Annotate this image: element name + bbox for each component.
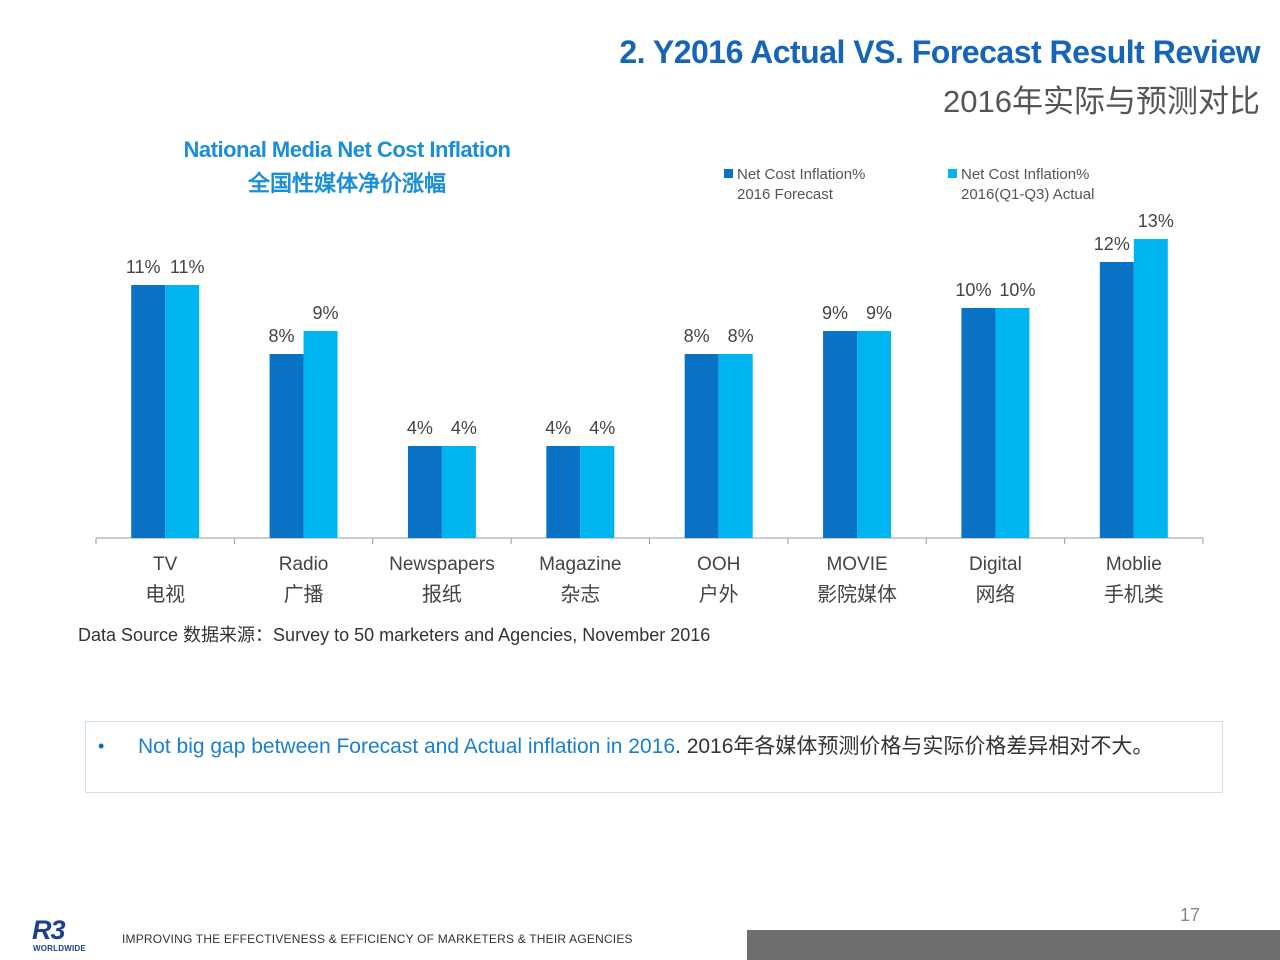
logo-mark: R3 — [32, 915, 66, 945]
summary-note-box: • Not big gap between Forecast and Actua… — [85, 721, 1223, 793]
data-label-forecast: 8% — [684, 326, 710, 346]
x-tick-label-en: Digital — [969, 554, 1022, 575]
data-label-actual: 4% — [451, 418, 477, 438]
bar-actual — [718, 354, 753, 538]
chart-title: National Media Net Cost Inflation — [183, 137, 511, 162]
bar-actual — [580, 446, 615, 538]
page-number: 17 — [1180, 905, 1201, 925]
legend-item-forecast: Net Cost Inflation% 2016 Forecast — [724, 165, 865, 205]
bar-actual — [857, 331, 892, 538]
x-tick-label-en: Radio — [279, 554, 329, 575]
bar-chart: 11% 11% TV 电视 8% 9% Radio 广播 4% 4% Newspapers 报纸 4% 4… — [95, 211, 1204, 606]
data-label-actual: 10% — [999, 280, 1035, 300]
bar-actual — [995, 308, 1030, 538]
data-label-forecast: 9% — [822, 303, 848, 323]
x-tick-label-cn: 报纸 — [422, 583, 462, 606]
bar-actual — [165, 285, 200, 538]
logo-subtext: WORLDWIDE — [33, 944, 86, 953]
x-tick-label-cn: 广播 — [284, 583, 324, 606]
legend-item-actual: Net Cost Inflation% 2016(Q1-Q3) Actual — [948, 165, 1094, 205]
data-label-forecast: 10% — [955, 280, 991, 300]
slide-title: 2. Y2016 Actual VS. Forecast Result Revi… — [619, 34, 1260, 70]
data-label-actual: 9% — [866, 303, 892, 323]
bar-actual — [303, 331, 338, 538]
data-label-actual: 11% — [170, 257, 205, 277]
footer-tagline: IMPROVING THE EFFECTIVENESS & EFFICIENCY… — [122, 932, 633, 946]
bullet-icon: • — [98, 736, 105, 756]
data-label-actual: 8% — [728, 326, 754, 346]
x-tick-label-en: Moblie — [1106, 554, 1162, 575]
legend-label-forecast-line2: 2016 Forecast — [737, 186, 833, 203]
data-label-actual: 13% — [1138, 211, 1174, 231]
data-label-forecast: 4% — [545, 418, 571, 438]
legend-swatch-forecast — [724, 169, 733, 178]
x-tick-label-cn: 电视 — [145, 583, 185, 606]
bar-forecast — [961, 308, 996, 538]
bar-forecast — [269, 354, 304, 538]
x-tick-label-en: Newspapers — [389, 554, 495, 575]
x-tick-label-en: Magazine — [539, 554, 621, 575]
summary-highlight: Not big gap between Forecast and Actual … — [138, 735, 676, 758]
data-label-forecast: 4% — [407, 418, 433, 438]
bar-forecast — [823, 331, 858, 538]
data-label-forecast: 11% — [126, 257, 161, 277]
summary-note-text: Not big gap between Forecast and Actual … — [138, 732, 1208, 761]
legend-label-actual-line2: 2016(Q1-Q3) Actual — [961, 186, 1095, 203]
summary-rest: . 2016年各媒体预测价格与实际价格差异相对不大。 — [675, 735, 1154, 758]
x-tick-label-cn: 户外 — [699, 583, 739, 606]
legend-label-actual-line1: Net Cost Inflation% — [961, 166, 1090, 183]
data-label-forecast: 12% — [1094, 234, 1130, 254]
r3-logo: R3 WORLDWIDE — [32, 915, 96, 955]
data-label-actual: 9% — [313, 303, 339, 323]
bar-forecast — [131, 285, 166, 538]
bar-actual — [441, 446, 476, 538]
bar-forecast — [684, 354, 719, 538]
x-tick-label-en: OOH — [697, 554, 740, 575]
x-tick-label-cn: 手机类 — [1104, 583, 1164, 606]
bar-forecast — [407, 446, 442, 538]
data-label-actual: 4% — [589, 418, 615, 438]
bar-actual — [1133, 239, 1168, 538]
bar-forecast — [546, 446, 581, 538]
x-tick-label-en: MOVIE — [826, 554, 887, 575]
legend-swatch-actual — [948, 169, 957, 178]
bar-forecast — [1099, 262, 1134, 538]
x-tick-label-en: TV — [153, 554, 178, 575]
data-label-forecast: 8% — [269, 326, 295, 346]
data-source-note: Data Source 数据来源：Survey to 50 marketers … — [78, 625, 711, 645]
legend-label-forecast-line1: Net Cost Inflation% — [737, 166, 866, 183]
x-tick-label-cn: 杂志 — [560, 583, 600, 606]
x-tick-label-cn: 网络 — [975, 583, 1015, 606]
footer-bar — [747, 930, 1280, 960]
slide-subtitle: 2016年实际与预测对比 — [943, 84, 1260, 119]
chart-subtitle: 全国性媒体净价涨幅 — [247, 171, 446, 196]
x-tick-label-cn: 影院媒体 — [817, 583, 897, 606]
